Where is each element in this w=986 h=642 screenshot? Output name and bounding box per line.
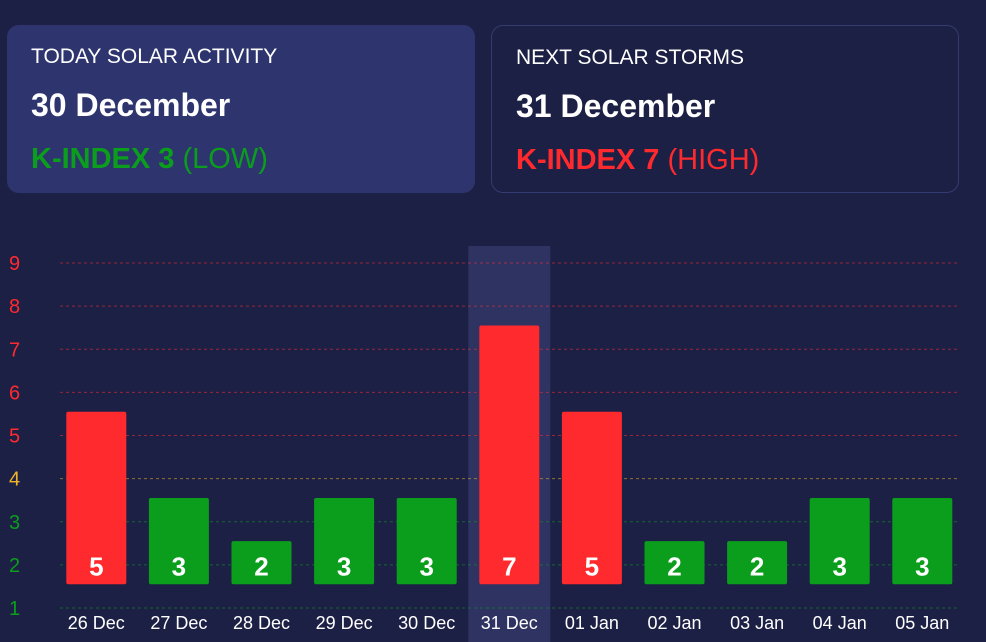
today-card-date: 30 December: [31, 87, 231, 123]
x-tick-label: 27 Dec: [150, 613, 207, 633]
y-tick-label: 8: [9, 296, 20, 318]
x-tick-label: 01 Jan: [565, 613, 619, 633]
y-tick-label: 9: [9, 253, 20, 275]
bar-value-label: 3: [915, 551, 929, 581]
today-card-title: TODAY SOLAR ACTIVITY: [31, 45, 278, 68]
bar-value-label: 5: [89, 551, 103, 581]
today-solar-activity-card: TODAY SOLAR ACTIVITY 30 December K-INDEX…: [7, 25, 475, 193]
bar-27-dec: [148, 498, 209, 585]
bar-value-label: 2: [750, 551, 764, 581]
bar-value-label: 2: [254, 551, 268, 581]
bar-value-label: 5: [585, 551, 599, 581]
bar-01-jan: [561, 411, 622, 585]
bar-04-jan: [809, 498, 870, 585]
x-tick-label: 02 Jan: [647, 613, 701, 633]
bar-value-label: 3: [832, 551, 846, 581]
bar-value-label: 3: [337, 551, 351, 581]
y-tick-label: 3: [9, 512, 20, 534]
bar-02-jan: [644, 541, 705, 585]
x-tick-label: 28 Dec: [233, 613, 290, 633]
bar-30-dec: [396, 498, 457, 585]
next-kindex-level: (HIGH): [667, 144, 760, 176]
y-tick-label: 2: [9, 555, 20, 577]
today-kindex-level: (LOW): [182, 143, 268, 175]
today-kindex-value: K-INDEX 3: [31, 143, 175, 175]
today-kindex-line: K-INDEX 3 (LOW): [31, 141, 451, 177]
x-tick-label: 04 Jan: [813, 613, 867, 633]
next-card-title: NEXT SOLAR STORMS: [516, 46, 744, 69]
next-kindex-line: K-INDEX 7 (HIGH): [516, 142, 934, 178]
bar-value-label: 3: [172, 551, 186, 581]
next-kindex-value: K-INDEX 7: [516, 144, 660, 176]
bar-29-dec: [314, 498, 375, 585]
bar-31-dec: [479, 325, 540, 585]
x-tick-label: 30 Dec: [398, 613, 455, 633]
x-tick-label: 26 Dec: [68, 613, 125, 633]
y-tick-label: 6: [9, 382, 20, 404]
next-card-date: 31 December: [516, 88, 716, 124]
bar-05-jan: [892, 498, 953, 585]
bar-value-label: 3: [419, 551, 433, 581]
bar-value-label: 2: [667, 551, 681, 581]
x-tick-label: 03 Jan: [730, 613, 784, 633]
x-tick-label: 05 Jan: [895, 613, 949, 633]
y-tick-label: 7: [9, 339, 20, 361]
x-tick-label: 29 Dec: [316, 613, 373, 633]
bar-03-jan: [727, 541, 788, 585]
bar-26-dec: [66, 411, 127, 585]
y-tick-label: 1: [9, 598, 20, 620]
y-tick-label: 5: [9, 426, 20, 448]
next-solar-storms-card: NEXT SOLAR STORMS 31 December K-INDEX 7 …: [491, 25, 959, 193]
bar-value-label: 7: [502, 551, 516, 581]
y-tick-label: 4: [9, 469, 20, 491]
bar-28-dec: [231, 541, 292, 585]
x-tick-label: 31 Dec: [481, 613, 538, 633]
